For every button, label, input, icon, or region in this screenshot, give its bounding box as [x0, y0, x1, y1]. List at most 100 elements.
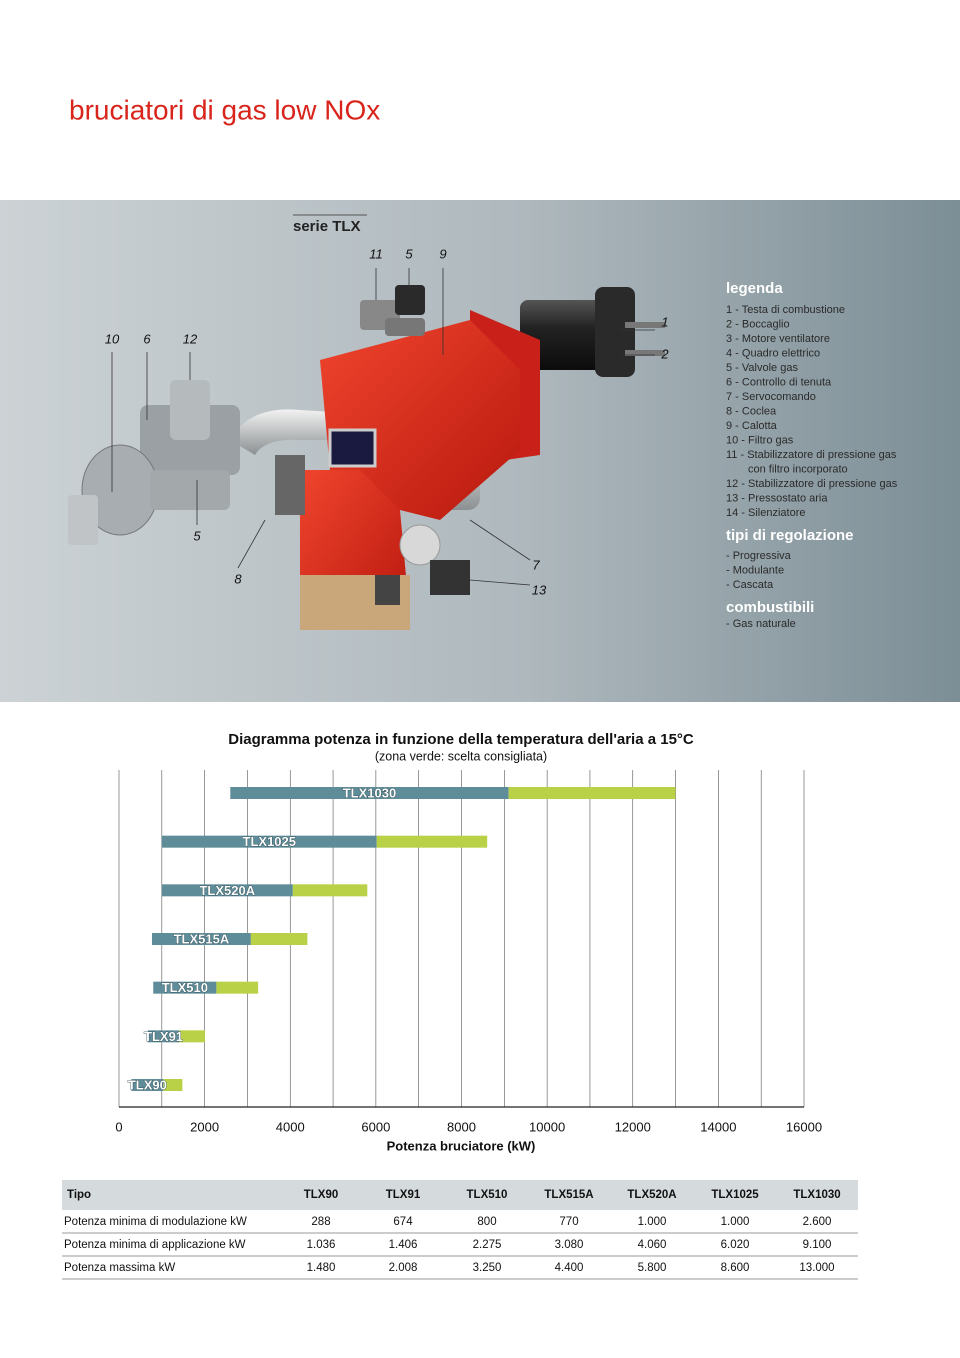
bar-segment-low: [151, 933, 251, 945]
bar-label: TLX1030: [343, 785, 396, 800]
table-header-cell: TLX520A: [627, 1189, 676, 1201]
table-header-cell: Tipo: [67, 1189, 91, 1201]
legend-item: 1 - Testa di combustione: [726, 304, 845, 316]
legend-item: 2 - Boccaglio: [726, 318, 790, 330]
x-tick-label: 8000: [447, 1119, 476, 1134]
legend-item: - Progressiva: [726, 550, 792, 562]
table-header-cell: TLX1025: [711, 1189, 759, 1201]
callout-number: 10: [105, 331, 120, 346]
callout-leader: [237, 519, 266, 569]
bar-label: TLX90: [128, 1077, 167, 1092]
table-cell: 1.406: [389, 1239, 418, 1251]
callout-number: 5: [405, 246, 413, 261]
bar-segment-low: [230, 787, 509, 799]
table-cell: 6.020: [721, 1239, 750, 1251]
callout-leader: [469, 519, 531, 561]
table-cell: 288: [311, 1216, 330, 1228]
callout-number: 5: [193, 528, 201, 543]
legend-heading: tipi di regolazione: [726, 527, 854, 544]
table-cell: 674: [393, 1216, 413, 1228]
bar-label: TLX520A: [199, 883, 255, 898]
x-tick-label: 12000: [615, 1119, 651, 1134]
table-cell: 3.250: [473, 1262, 502, 1274]
table-cell: Potenza massima kW: [64, 1262, 175, 1274]
x-tick-label: 16000: [786, 1119, 822, 1134]
series-title: serie TLX: [293, 218, 361, 235]
table-cell: 800: [477, 1216, 496, 1228]
table-header-cell: TLX91: [386, 1189, 421, 1201]
x-tick-label: 10000: [529, 1119, 565, 1134]
callout-number: 8: [234, 571, 242, 586]
x-tick-label: 14000: [700, 1119, 736, 1134]
legend-item: - Cascata: [726, 579, 774, 591]
legend-block: legenda 1 - Testa di combustione 2 - Bocca…: [726, 280, 898, 630]
table-cell: 770: [559, 1216, 578, 1228]
table-cell: 2.600: [803, 1216, 832, 1228]
legend-item: 11 - Stabilizzatore di pressione gas: [726, 449, 897, 461]
page-title: bruciatori di gas low NOx: [69, 94, 380, 125]
callout-number: 7: [532, 557, 540, 572]
table-header-cell: TLX1030: [793, 1189, 840, 1201]
table-cell: 2.275: [473, 1239, 502, 1251]
bar-segment-high: [292, 884, 368, 897]
bar-segment-high: [216, 981, 259, 994]
bar-segment-low: [153, 981, 217, 994]
bar-segment-low: [131, 1079, 164, 1091]
legend-item: 8 - Coclea: [726, 405, 777, 417]
bar-segment-high: [250, 933, 308, 945]
bar-segment-low: [147, 1030, 180, 1043]
callout-number: 2: [660, 346, 669, 361]
legend-heading: legenda: [726, 280, 783, 297]
legend-item: 9 - Calotta: [726, 420, 778, 432]
callout-number: 11: [369, 246, 383, 261]
legend-item: 3 - Motore ventilatore: [726, 333, 830, 345]
callout-number: 1: [661, 314, 668, 329]
table-cell: 3.080: [555, 1239, 584, 1251]
callout-number: 12: [183, 331, 198, 346]
table-cell: Potenza minima di applicazione kW: [64, 1239, 246, 1251]
bar-label: TLX1025: [243, 834, 296, 849]
table-cell: Potenza minima di modulazione kW: [64, 1216, 247, 1228]
x-tick-label: 0: [115, 1119, 122, 1134]
x-tick-label: 6000: [361, 1119, 390, 1134]
legend-item: 5 - Valvole gas: [726, 362, 798, 374]
bar-label: TLX510: [162, 980, 208, 995]
spec-table: Tipo TLX90 TLX91 TLX510 TLX515A TLX520A TLX102…: [62, 1180, 858, 1280]
table-header-cell: TLX510: [467, 1189, 508, 1201]
callout-number: 13: [532, 582, 547, 597]
bar-label: TLX515A: [174, 931, 230, 946]
table-cell: 2.008: [389, 1262, 418, 1274]
table-cell: 1.000: [638, 1216, 667, 1228]
table-header-cell: TLX90: [304, 1189, 339, 1201]
bar-segment-low: [161, 884, 293, 897]
x-tick-label: 2000: [190, 1119, 219, 1134]
bar-segment-high: [376, 835, 488, 848]
legend-item: 6 - Controllo di tenuta: [726, 376, 832, 388]
table-header-band: [62, 1180, 858, 1210]
callout-number: 6: [143, 331, 151, 346]
chart-subtitle: (zona verde: scelta consigliata): [375, 749, 547, 763]
table-cell: 5.800: [638, 1262, 667, 1274]
callout-leader: [469, 579, 531, 586]
burner-illustration: [68, 285, 665, 630]
table-cell: 8.600: [721, 1262, 750, 1274]
table-header-cell: TLX515A: [544, 1189, 593, 1201]
legend-item: 10 - Filtro gas: [726, 434, 794, 446]
x-axis-label: Potenza bruciatore (kW): [387, 1138, 536, 1153]
legend-item: con filtro incorporato: [748, 463, 848, 475]
chart: Diagramma potenza in funzione della temp…: [115, 731, 822, 1153]
bar-segment-high: [508, 787, 676, 799]
table-cell: 9.100: [803, 1239, 832, 1251]
table-cell: 1.000: [721, 1216, 750, 1228]
bar-label: TLX91: [144, 1029, 183, 1044]
legend-item: - Modulante: [726, 564, 784, 576]
legend-item: 4 - Quadro elettrico: [726, 347, 820, 359]
bar-segment-low: [161, 835, 377, 848]
table-cell: 4.060: [638, 1239, 667, 1251]
table-cell: 1.480: [307, 1262, 336, 1274]
legend-item: 14 - Silenziatore: [726, 507, 806, 519]
table-cell: 4.400: [555, 1262, 584, 1274]
bar-segment-high: [163, 1079, 183, 1091]
